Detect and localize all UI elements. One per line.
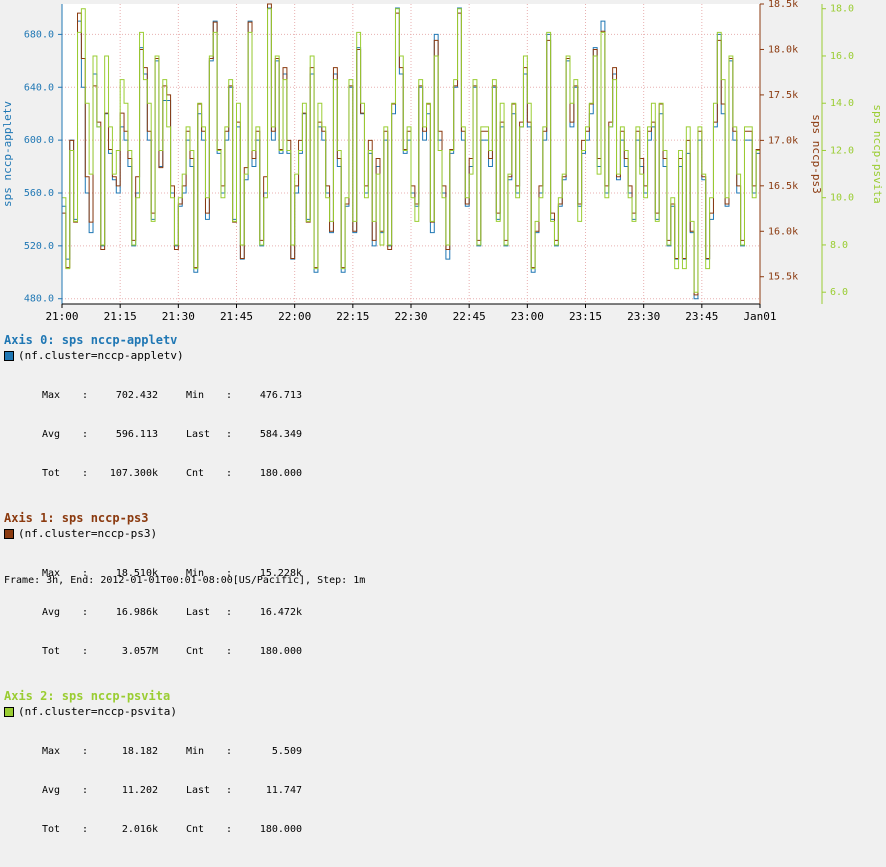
chart-svg: 480.0 520.0 560.0 600.0 640.0 680.0 21:00 21:15… [1,0,884,323]
x-axis-tick-label: 22:00 [278,310,311,323]
legend-group-axis-2: Axis 2: sps nccp-psvita (nf.cluster=nccp… [4,689,604,862]
x-axis-tick-label: 22:30 [394,310,427,323]
frame-footer: Frame: 3h, End: 2012-01-01T00:01-08:00[U… [4,575,366,586]
x-axis-tick-label: 23:30 [627,310,660,323]
psvita-last: 11.747 [265,785,302,796]
psvita-cnt: 180.000 [259,824,302,835]
psvita-swatch [4,706,14,717]
time-series-chart: 480.0 520.0 560.0 600.0 640.0 680.0 21:00 21:15… [0,0,886,330]
appletv-cnt: 180.000 [259,468,302,479]
ps3-stats: Max:18.510k Min:15.228k Avg:16.986k Last:1… [42,568,302,657]
appletv-max: 702.432 [115,390,158,401]
axis-1-tick-label: 18.5k [768,0,798,10]
ps3-cnt: 180.000 [259,646,302,657]
axis-0-tick-label: 640.0 [24,82,54,93]
appletv-avg: 596.113 [115,429,158,440]
ps3-swatch [4,528,14,539]
legend: Axis 0: sps nccp-appletv (nf.cluster=ncc… [4,333,604,867]
x-axis-tick-label: 21:15 [104,310,137,323]
ps3-avg: 16.986k [115,607,158,618]
appletv-last: 584.349 [259,429,302,440]
axis-0-title: Axis 0: sps nccp-appletv [4,333,178,347]
series-psvita-entry: (nf.cluster=nccp-psvita) [4,704,604,719]
axis-0-label: sps nccp-appletv [1,101,14,207]
axis-2-tick-label: 6.0 [830,287,848,298]
x-axis-tick-label: 21:00 [45,310,78,323]
axis-2-tick-label: 14.0 [830,98,854,109]
series-appletv-entry: (nf.cluster=nccp-appletv) [4,348,604,363]
psvita-avg: 11.202 [121,785,158,796]
axis-2-title: Axis 2: sps nccp-psvita [4,689,171,703]
ps3-min: 15.228k [259,568,302,579]
psvita-min: 5.509 [271,746,302,757]
series-line-2 [62,8,760,293]
axis-1-label: sps nccp-ps3 [810,114,823,193]
appletv-min: 476.713 [259,390,302,401]
x-axis-tick-label: 21:30 [162,310,195,323]
x-axis-tick-label: 22:45 [453,310,486,323]
x-axis-tick-label: 23:00 [511,310,544,323]
axis-0-tick-label: 520.0 [24,241,54,252]
series-appletv-label: (nf.cluster=nccp-appletv) [18,349,184,362]
psvita-max: 18.182 [121,746,158,757]
ps3-last: 16.472k [259,607,302,618]
legend-group-axis-0: Axis 0: sps nccp-appletv (nf.cluster=ncc… [4,333,604,506]
legend-group-axis-1: Axis 1: sps nccp-ps3 (nf.cluster=nccp-ps… [4,511,604,684]
x-axis-tick-label: 23:45 [685,310,718,323]
ps3-max: 18.510k [115,568,158,579]
axis-0-tick-label: 680.0 [24,29,54,40]
axis-2-tick-label: 12.0 [830,145,854,156]
x-axis-tick-label: Jan01 [743,310,776,323]
axis-2-label: sps nccp-psvita [871,104,884,203]
axis-1-tick-label: 18.0k [768,44,798,55]
ps3-tot: 3.057M [121,646,158,657]
appletv-stats: Max:702.432 Min:476.713 Avg:596.113 Last:5… [42,390,302,479]
x-axis-tick-label: 22:15 [336,310,369,323]
axis-1-title: Axis 1: sps nccp-ps3 [4,511,149,525]
axis-1-tick-label: 16.5k [768,181,798,192]
psvita-stats: Max:18.182 Min:5.509 Avg:11.202 Last:11.74… [42,746,302,835]
axis-2-tick-label: 10.0 [830,193,854,204]
psvita-tot: 2.016k [121,824,158,835]
series-ps3-entry: (nf.cluster=nccp-ps3) [4,526,604,541]
axis-1-tick-label: 17.5k [768,90,798,101]
appletv-swatch [4,350,14,361]
axis-2-tick-label: 16.0 [830,51,854,62]
series-ps3-label: (nf.cluster=nccp-ps3) [18,527,158,540]
axis-0-tick-label: 560.0 [24,188,54,199]
axis-0-tick-label: 600.0 [24,135,54,146]
x-axis-tick-label: 21:45 [220,310,253,323]
axis-1-tick-label: 17.0k [768,135,798,146]
series-psvita-label: (nf.cluster=nccp-psvita) [18,705,177,718]
axis-2-tick-label: 8.0 [830,240,848,251]
appletv-tot: 107.300k [109,468,158,479]
axis-0-tick-label: 480.0 [24,294,54,305]
axis-1-tick-label: 15.5k [768,272,798,283]
axis-2-tick-label: 18.0 [830,4,854,15]
axis-1-tick-label: 16.0k [768,226,798,237]
x-axis-tick-label: 23:15 [569,310,602,323]
